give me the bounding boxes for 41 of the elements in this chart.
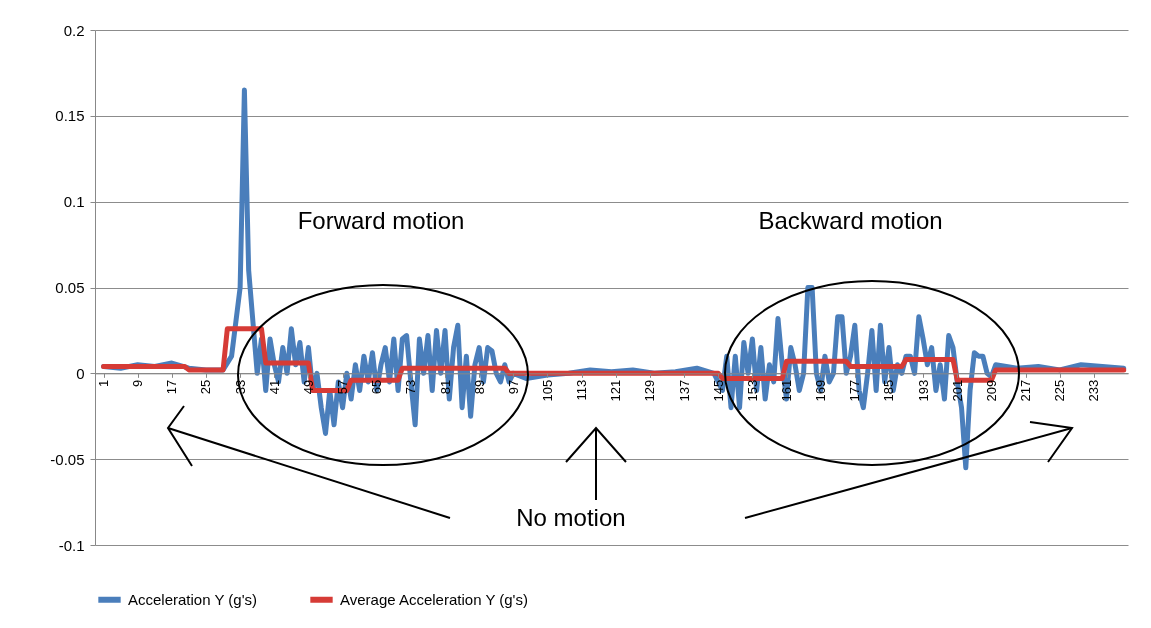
- x-tick-label: 105: [539, 379, 555, 402]
- x-tick-label: 65: [369, 379, 385, 395]
- y-tick-label: 0.15: [55, 107, 85, 125]
- x-tick-label: 209: [983, 379, 999, 402]
- legend-label: Average Acceleration Y (g's): [340, 590, 528, 608]
- y-tick-label: 0.05: [55, 279, 85, 296]
- x-tick-label: 177: [847, 379, 863, 402]
- x-tick-label: 81: [437, 379, 453, 395]
- x-tick-label: 153: [744, 379, 760, 402]
- legend-label: Acceleration Y (g's): [128, 590, 258, 608]
- x-tick-label: 49: [300, 379, 316, 395]
- x-tick-label: 161: [779, 379, 795, 402]
- x-tick-label: 129: [642, 379, 658, 402]
- y-tick-label: 0.1: [63, 193, 85, 211]
- x-tick-label: 113: [574, 379, 590, 401]
- x-tick-label: 193: [915, 379, 931, 402]
- x-tick-label: 169: [813, 379, 829, 402]
- annotation: Forward motion: [297, 207, 465, 235]
- y-tick-label: -0.1: [58, 536, 85, 554]
- x-tick-label: 137: [676, 379, 692, 402]
- x-tick-label: 145: [710, 379, 726, 402]
- x-tick-label: 9: [130, 379, 146, 388]
- annotation: Backward motion: [758, 207, 943, 235]
- y-tick-label: -0.05: [50, 450, 85, 468]
- x-tick-label: 1: [96, 379, 112, 388]
- x-tick-label: 25: [198, 379, 214, 395]
- x-tick-label: 233: [1086, 379, 1102, 402]
- x-tick-label: 121: [608, 379, 624, 402]
- x-tick-label: 217: [1018, 379, 1034, 402]
- y-tick-label: 0.2: [63, 21, 85, 39]
- y-tick-label: 0: [76, 364, 85, 382]
- x-tick-label: 185: [881, 379, 897, 402]
- x-tick-label: 97: [505, 379, 521, 395]
- x-tick-label: 73: [403, 379, 419, 395]
- x-tick-label: 17: [164, 379, 180, 395]
- annotation: No motion: [516, 504, 626, 532]
- x-tick-label: 41: [266, 379, 282, 395]
- x-tick-label: 225: [1052, 379, 1068, 402]
- x-tick-label: 89: [471, 379, 487, 395]
- x-tick-label: 57: [335, 379, 351, 395]
- x-tick-label: 201: [949, 379, 965, 402]
